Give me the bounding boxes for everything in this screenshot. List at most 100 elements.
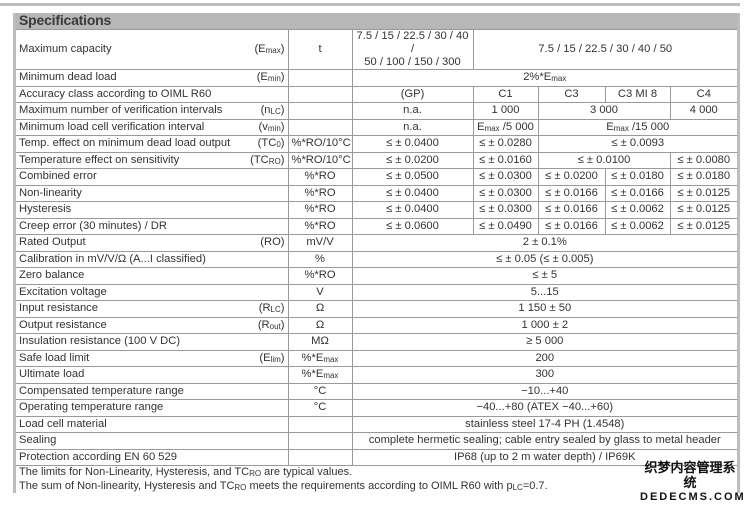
value-cell: n.a. [351,102,474,120]
label-wrap: Load cell material [19,418,285,431]
row-label-cell: Protection according EN 60 529 [16,448,289,466]
value-cell: ≤ ± 0.0166 [537,184,606,202]
table-row: Maximum number of verification intervals… [16,102,738,120]
value-cell: ≤ ± 0.0080 [669,151,738,169]
value-cell: ≤ ± 0.0300 [472,201,539,219]
row-label-cell: Maximum capacity (Emax) [16,29,289,70]
row-label-cell: Operating temperature range [16,399,289,417]
value-cell: 4 000 [669,102,738,120]
value-cell: 5...15 [351,283,738,301]
table-row: Hysteresis %*RO ≤ ± 0.0400 ≤ ± 0.0300 ≤ ± 0.… [16,201,738,219]
value-cell: ≤ ± 0.0400 [351,184,474,202]
table-row: Creep error (30 minutes) / DR %*RO ≤ ± 0.0… [16,217,738,235]
unit-cell: %*RO [287,267,353,285]
table-row: Non-linearity %*RO ≤ ± 0.0400 ≤ ± 0.0300 ≤ ±… [16,184,738,202]
row-symbol: (Emax) [254,43,285,55]
row-label: Minimum dead load [19,71,117,84]
footnote-1: The limits for Non-Linearity, Hysteresis… [19,466,353,478]
value-cell: C4 [669,85,738,103]
value-cell: C1 [472,85,539,103]
table-row: Operating temperature range °C −40...+80 (… [16,399,738,417]
row-label: Input resistance [19,302,98,315]
subscript: LC [270,107,281,117]
unit-cell [287,415,353,433]
row-label-cell: Temperature effect on sensitivity (TCRO) [16,151,289,169]
row-label-cell: Zero balance [16,267,289,285]
row-label: Hysteresis [19,203,72,216]
unit-cell: Ω [287,300,353,318]
value-cell: C3 [537,85,606,103]
row-symbol: (RLC) [258,302,285,315]
value-cell: ≥ 5 000 [351,333,738,351]
value-cell: ≤ ± 0.05 (≤ ± 0.005) [351,250,738,268]
table-row: Maximum capacity (Emax) t 7.5 / 15 / 22.5 /… [16,29,738,70]
row-label-cell: Input resistance (RLC) [16,300,289,318]
label-wrap: Safe load limit (Elim) [19,352,285,365]
table-row: Safe load limit (Elim) %*Emax 200 [16,349,738,367]
value-cell: 7.5 / 15 / 22.5 / 30 / 40 / 50 [472,29,738,70]
label-wrap: Rated Output (RO) [19,236,285,249]
row-label: Load cell material [19,417,107,430]
row-label: Temp. effect on minimum dead load output [19,137,231,150]
label-wrap: Calibration in mV/V/Ω (A...I classified) [19,253,285,266]
label-wrap: Temp. effect on minimum dead load output… [19,137,285,150]
watermark-cn: 织梦内容管理系统 [644,460,736,490]
value-cell: ≤ ± 0.0180 [604,168,671,186]
value-cell: ≤ ± 0.0280 [472,135,539,153]
label-wrap: Operating temperature range [19,401,285,414]
value-cell: ≤ ± 0.0300 [472,184,539,202]
footnote-2: The sum of Non-linearity, Hysteresis and… [19,480,548,492]
subscript: LC [512,483,523,492]
subscript: min [267,123,281,133]
row-label-cell: Calibration in mV/V/Ω (A...I classified) [16,250,289,268]
label-wrap: Maximum number of verification intervals… [19,104,285,117]
row-symbol: (vmin) [258,120,285,133]
label-wrap: Combined error [19,170,285,183]
unit-cell [287,85,353,103]
label-wrap: Temperature effect on sensitivity (TCRO) [19,154,285,167]
table-row: Load cell material stainless steel 17-4 P… [16,415,738,433]
unit-cell: Ω [287,316,353,334]
unit-cell: MΩ [287,333,353,351]
value-cell: ≤ ± 0.0160 [472,151,539,169]
label-wrap: Input resistance (RLC) [19,302,285,315]
label-wrap: Accuracy class according to OIML R60 [19,88,285,101]
subscript: RO [268,156,281,166]
row-symbol: (Emin) [256,71,285,84]
subscript: out [269,321,281,331]
label-wrap: Compensated temperature range [19,385,285,398]
value-cell: ≤ ± 0.0400 [351,135,474,153]
value-cell: −10...+40 [351,382,738,400]
row-label: Operating temperature range [19,401,164,414]
table-row: Input resistance (RLC) Ω 1 150 ± 50 [16,300,738,318]
value-cell: 3 000 [537,102,671,120]
subscript: RO [234,483,247,492]
unit-cell: °C [287,399,353,417]
label-wrap: Minimum dead load (Emin) [19,71,285,84]
table-row: Excitation voltage V 5...15 [16,283,738,301]
label-wrap: Output resistance (Rout) [19,319,285,332]
watermark-logo: 织梦内容管理系统 DEDECMS.COM [640,460,744,505]
subscript: min [267,74,281,84]
value-cell: ≤ ± 0.0300 [472,168,539,186]
unit-cell: %*Emax [287,366,353,384]
value-cell: stainless steel 17-4 PH (1.4548) [351,415,738,433]
value-cell: complete hermetic sealing; cable entry s… [351,432,738,450]
table-row: Minimum load cell verification interval (… [16,118,738,136]
row-label-cell: Minimum dead load (Emin) [16,69,289,87]
label-wrap: Creep error (30 minutes) / DR [19,220,285,233]
subscript: max [551,74,567,84]
value-cell: ≤ ± 0.0093 [537,135,738,153]
label-wrap: Non-linearity [19,187,285,200]
value-cell: Emax /5 000 [472,118,539,136]
value-cell: 2 ± 0.1% [351,234,738,252]
row-label: Safe load limit [19,351,90,364]
value-cell: 300 [351,366,738,384]
row-label-cell: Temp. effect on minimum dead load output… [16,135,289,153]
subscript: 0 [276,140,281,150]
value-cell: ≤ ± 0.0500 [351,168,474,186]
row-label: Rated Output [19,236,86,249]
row-label: Maximum number of verification intervals [19,104,223,117]
value-cell: n.a. [351,118,474,136]
row-label-cell: Load cell material [16,415,289,433]
